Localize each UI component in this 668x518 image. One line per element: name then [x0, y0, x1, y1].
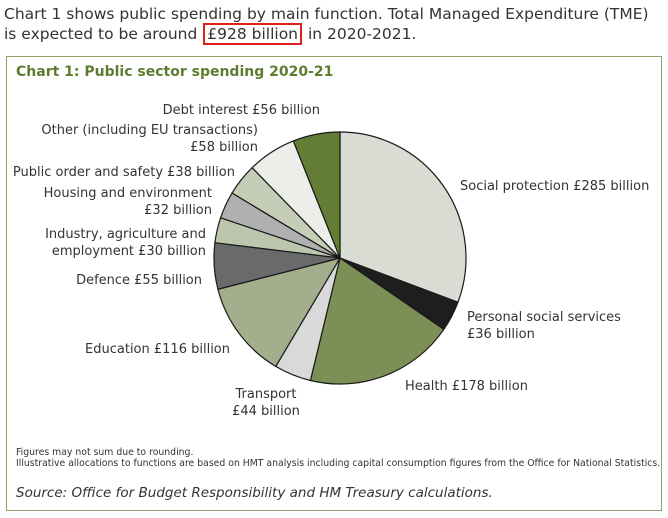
label-other: Other (including EU transactions) £58 bi… — [41, 122, 258, 156]
source-note: Source: Office for Budget Responsibility… — [16, 485, 493, 501]
pie-slice-10 — [292, 131, 341, 259]
label-defence: Defence £55 billion — [76, 273, 202, 288]
label-other-line1: Other (including EU transactions) — [41, 123, 258, 138]
label-housing-line1: Housing and environment — [43, 186, 212, 201]
chart-title: Chart 1: Public sector spending 2020-21 — [16, 64, 334, 80]
label-pss-line2: £36 billion — [467, 327, 535, 342]
label-public-order: Public order and safety £38 billion — [12, 165, 235, 180]
label-housing-line2: £32 billion — [144, 203, 212, 218]
pie-slice-4 — [217, 257, 342, 368]
intro-part2: in 2020-2021. — [307, 25, 417, 43]
label-housing: Housing and environment £32 billion — [44, 185, 212, 219]
label-transport-line1: Transport — [235, 387, 297, 402]
intro-part1: Chart 1 shows public spending by main fu… — [4, 5, 649, 43]
label-personal-social-services: Personal social services £36 billion — [467, 309, 621, 343]
label-industry-line1: Industry, agriculture and — [45, 227, 206, 242]
label-transport-line2: £44 billion — [232, 404, 300, 419]
pie-slice-2 — [309, 257, 445, 385]
label-other-line2: £58 billion — [190, 140, 258, 155]
label-transport: Transport £44 billion — [226, 386, 306, 420]
footnote-rounding: Figures may not sum due to rounding. — [16, 447, 194, 458]
label-industry: Industry, agriculture and employment £30… — [45, 226, 206, 260]
label-industry-line2: employment £30 billion — [51, 244, 206, 259]
label-debt-interest: Debt interest £56 billion — [162, 103, 320, 118]
label-pss-line1: Personal social services — [467, 310, 621, 325]
pie-slice-0 — [339, 131, 467, 304]
label-education: Education £116 billion — [85, 342, 230, 357]
highlighted-total: £928 billion — [203, 23, 302, 45]
footnote-allocations: Illustrative allocations to functions ar… — [16, 458, 661, 469]
intro-text: Chart 1 shows public spending by main fu… — [4, 4, 664, 45]
label-health: Health £178 billion — [405, 379, 528, 394]
label-social-protection: Social protection £285 billion — [460, 179, 650, 194]
